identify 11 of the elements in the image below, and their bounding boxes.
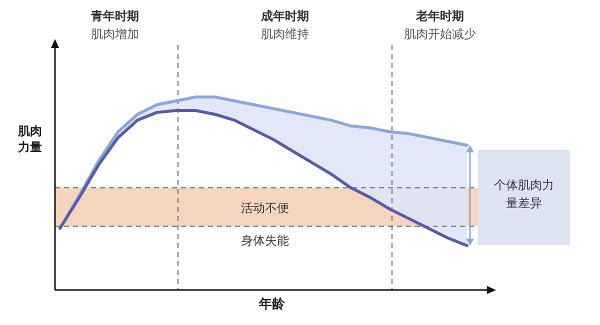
text: 成年时期: [260, 9, 309, 23]
text: 肌肉维持: [261, 27, 309, 41]
text: 个体肌肉力量差异: [494, 178, 554, 210]
y-axis-title: 肌肉力量: [17, 124, 42, 154]
x-axis-title: 年龄: [258, 297, 286, 312]
text: 肌肉开始减少: [404, 27, 476, 41]
ref-line-label: 身体失能: [241, 233, 289, 248]
text: 老年时期: [415, 9, 464, 23]
text: 青年时期: [90, 9, 139, 23]
band-label: 活动不便: [241, 201, 289, 216]
text: 肌肉增加: [91, 27, 139, 41]
